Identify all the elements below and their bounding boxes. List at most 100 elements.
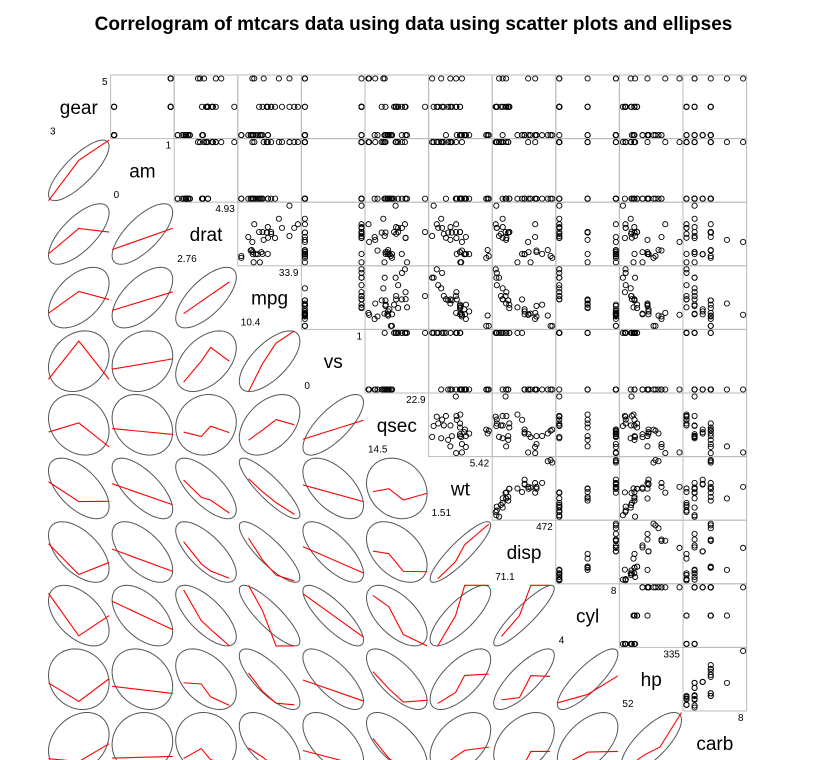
scatter-point — [275, 215, 282, 222]
scatter-point — [358, 139, 365, 146]
scatter-point — [462, 233, 469, 241]
scatter-point — [384, 249, 391, 256]
diagonal-max-disp: 472 — [536, 522, 553, 533]
scatter-point — [447, 296, 454, 303]
scatter-point — [691, 485, 698, 492]
scatter-point — [401, 103, 408, 110]
scatter-point — [612, 522, 619, 529]
scatter-point — [496, 75, 503, 82]
scatter-point — [395, 282, 402, 289]
scatter-point — [387, 322, 394, 329]
scatter-panel-disp-cyl — [555, 519, 620, 585]
correlation-ellipse — [47, 521, 110, 583]
scatter-point — [707, 537, 714, 544]
scatter-point — [740, 311, 747, 318]
scatter-panel-am-qsec — [364, 138, 430, 203]
correlation-ellipse — [175, 521, 237, 583]
correlation-ellipse — [366, 584, 428, 647]
scatter-point — [278, 103, 286, 110]
scatter-point — [556, 75, 563, 82]
smoother-line — [372, 594, 428, 647]
scatter-point — [251, 221, 258, 228]
scatter-point — [539, 132, 546, 139]
scatter-point — [503, 489, 510, 496]
scatter-point — [462, 301, 469, 308]
scatter-point — [584, 386, 591, 393]
scatter-point — [707, 662, 714, 669]
scatter-point — [448, 229, 455, 236]
diagonal-label-am: am — [129, 161, 155, 182]
scatter-point — [499, 224, 506, 231]
scatter-point — [655, 246, 662, 254]
scatter-point — [691, 250, 698, 257]
scatter-point — [458, 311, 465, 318]
scatter-point — [676, 449, 683, 456]
scatter-point — [556, 292, 563, 300]
scatter-point — [384, 311, 391, 318]
smoother-line — [248, 585, 295, 647]
scatter-point — [556, 499, 563, 506]
diagonal-max-gear: 5 — [102, 77, 108, 88]
scatter-point — [621, 412, 628, 420]
scatter-point — [627, 75, 634, 82]
scatter-point — [634, 563, 641, 570]
scatter-point — [533, 485, 540, 492]
scatter-point — [627, 386, 634, 393]
correlation-ellipse — [556, 711, 619, 760]
scatter-point — [683, 139, 690, 146]
chart-title: Correlogram of mtcars data using data us… — [94, 14, 733, 35]
ellipse-panel-qsec-gear — [47, 393, 111, 457]
scatter-point — [547, 456, 554, 464]
scatter-point — [294, 221, 301, 228]
scatter-point — [506, 195, 513, 202]
scatter-point — [707, 195, 714, 202]
correlation-ellipse — [47, 330, 110, 393]
scatter-point — [644, 139, 651, 146]
scatter-point — [707, 584, 714, 591]
scatter-point — [691, 679, 698, 686]
scatter-point — [447, 224, 454, 231]
scatter-point — [503, 139, 510, 146]
scatter-point — [184, 132, 191, 139]
scatter-point — [358, 259, 365, 266]
scatter-point — [619, 274, 626, 281]
diagonal-max-hp: 335 — [663, 649, 680, 660]
scatter-point — [652, 386, 659, 393]
scatter-point — [676, 139, 683, 146]
scatter-point — [358, 75, 365, 82]
scatter-panel-vs-disp — [491, 328, 557, 394]
scatter-point — [532, 315, 539, 322]
scatter-point — [395, 103, 402, 110]
scatter-point — [662, 584, 669, 591]
scatter-point — [691, 640, 698, 647]
scatter-point — [485, 252, 492, 260]
scatter-point — [691, 139, 698, 146]
scatter-point — [532, 443, 539, 451]
scatter-point — [639, 259, 646, 266]
scatter-point — [301, 315, 308, 322]
diagonal-min-hp: 52 — [622, 699, 634, 710]
scatter-point — [645, 480, 652, 487]
scatter-point — [619, 329, 626, 336]
diagonal-label-disp: disp — [507, 543, 542, 564]
scatter-point — [639, 542, 646, 549]
scatter-point — [655, 458, 662, 465]
ellipse-panel-disp-drat — [174, 520, 238, 584]
scatter-point — [658, 313, 665, 320]
scatter-point — [634, 103, 641, 110]
scatter-point — [584, 195, 591, 202]
scatter-point — [358, 234, 365, 241]
scatter-point — [238, 254, 245, 261]
ellipse-panel-mpg-am — [111, 266, 175, 330]
scatter-point — [447, 300, 454, 307]
correlation-ellipse — [429, 521, 492, 583]
scatter-point — [249, 249, 256, 256]
scatter-point — [644, 236, 651, 243]
scatter-point — [378, 297, 385, 304]
scatter-point — [630, 132, 637, 139]
smoother-line — [571, 750, 618, 760]
scatter-point — [634, 305, 641, 312]
ellipse-panel-carb-drat — [174, 711, 238, 760]
scatter-point — [456, 431, 464, 438]
scatter-point — [631, 570, 638, 577]
